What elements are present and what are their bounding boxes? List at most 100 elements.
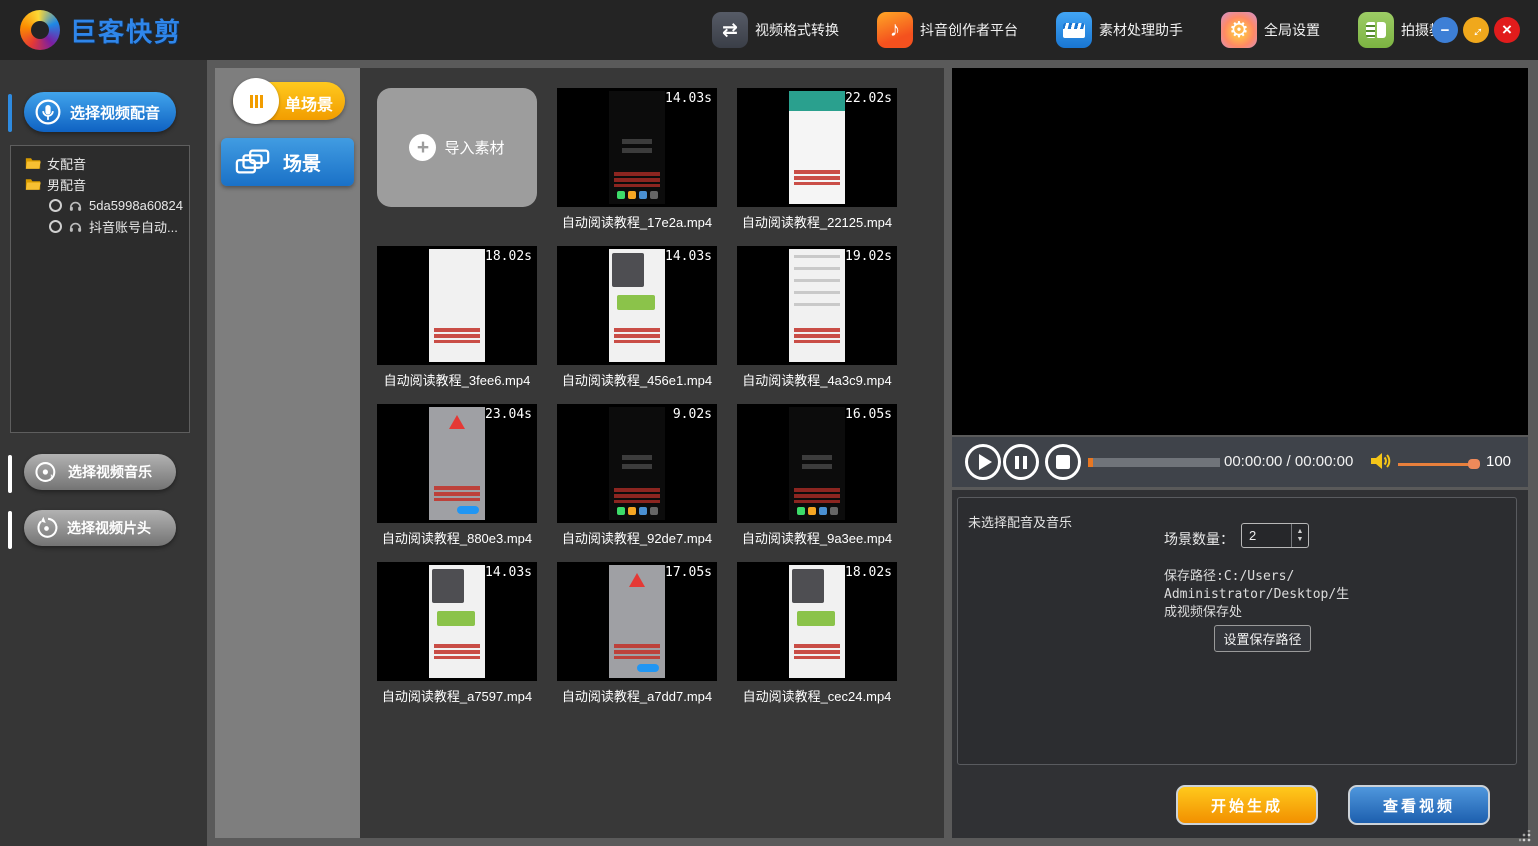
select-voice-button[interactable]: 选择视频配音 <box>24 92 176 132</box>
video-thumbnail <box>609 565 665 678</box>
folder-icon <box>25 158 41 169</box>
video-thumbnail <box>429 249 485 362</box>
settings-box: 未选择配音及音乐 场景数量： 2 ▲ ▼ 保存路径:C:/Users/ Admin… <box>957 497 1517 765</box>
folder-icon <box>25 179 41 190</box>
plus-icon: + <box>409 134 437 161</box>
maximize-button[interactable]: ↔ <box>1463 17 1489 43</box>
stop-icon <box>1056 455 1070 469</box>
seek-bar[interactable] <box>1088 458 1220 467</box>
import-material-button[interactable]: + 导入素材 <box>377 88 537 207</box>
video-thumbnail <box>789 249 845 362</box>
video-thumbnail <box>789 565 845 678</box>
nav-item-material-helper[interactable]: 素材处理助手 <box>1056 12 1183 48</box>
video-thumbnail <box>429 565 485 678</box>
tree-voice-item[interactable]: 5da5998a60824 <box>11 195 189 216</box>
video-filename: 自动阅读教程_9a3ee.mp4 <box>741 531 893 546</box>
topbar-nav: ⇄ 视频格式转换 ♪ 抖音创作者平台 素材处理助手 ⚙ 全局设置 拍摄教程 <box>712 0 1457 60</box>
spinner-arrows-icon[interactable]: ▲ ▼ <box>1291 524 1308 547</box>
video-filename: 自动阅读教程_22125.mp4 <box>741 215 893 230</box>
pause-icon <box>1015 455 1027 469</box>
app-logo: 巨客快剪 <box>20 10 182 50</box>
stop-button[interactable] <box>1045 444 1081 480</box>
clapperboard-icon <box>1056 12 1092 48</box>
scene-count-label: 场景数量： <box>1164 531 1234 547</box>
minimize-button[interactable]: − <box>1432 17 1458 43</box>
set-save-path-button[interactable]: 设置保存路径 <box>1214 625 1311 652</box>
media-item[interactable]: 22.02s 自动阅读教程_22125.mp4 <box>737 88 897 230</box>
save-path-text: 保存路径:C:/Users/ Administrator/Desktop/生 成… <box>1164 569 1350 620</box>
duration-badge: 23.04s <box>485 407 532 422</box>
view-video-button[interactable]: 查看视频 <box>1348 785 1490 825</box>
tree-folder-male[interactable]: 男配音 <box>11 174 189 195</box>
logo-text: 巨客快剪 <box>70 16 183 47</box>
media-item[interactable]: 14.03s 自动阅读教程_456e1.mp4 <box>557 246 717 388</box>
microphone-icon <box>35 99 61 125</box>
tree-folder-female[interactable]: 女配音 <box>11 153 189 174</box>
duration-badge: 18.02s <box>485 249 532 264</box>
tree-voice-item[interactable]: 抖音账号自动... <box>11 216 189 237</box>
headphones-icon <box>69 201 82 211</box>
scene-column: 单场景 场景 <box>215 68 360 838</box>
media-item[interactable]: 16.05s 自动阅读教程_9a3ee.mp4 <box>737 404 897 546</box>
video-thumbnail <box>789 91 845 204</box>
video-filename: 自动阅读教程_880e3.mp4 <box>381 531 533 546</box>
duration-badge: 22.02s <box>845 91 892 106</box>
close-button[interactable]: × <box>1494 17 1520 43</box>
duration-badge: 17.05s <box>665 565 712 580</box>
replay-icon <box>37 516 58 538</box>
svg-text:♪: ♪ <box>48 470 54 484</box>
video-thumbnail <box>609 91 665 204</box>
play-button[interactable] <box>965 444 1001 480</box>
single-scene-button[interactable]: 单场景 <box>233 78 345 124</box>
media-item[interactable]: 17.05s 自动阅读教程_a7dd7.mp4 <box>557 562 717 704</box>
nav-item-video-format-convert[interactable]: ⇄ 视频格式转换 <box>712 12 839 48</box>
gear-icon: ⚙ <box>1221 12 1257 48</box>
select-music-button[interactable]: ♪ 选择视频音乐 <box>24 454 176 490</box>
layers-icon <box>235 149 270 174</box>
media-item[interactable]: 19.02s 自动阅读教程_4a3c9.mp4 <box>737 246 897 388</box>
pause-button[interactable] <box>1003 444 1039 480</box>
duration-badge: 16.05s <box>845 407 892 422</box>
scene-count-value: 2 <box>1249 528 1257 543</box>
video-filename: 自动阅读教程_456e1.mp4 <box>561 373 713 388</box>
duration-badge: 14.03s <box>665 91 712 106</box>
radio-button[interactable] <box>49 220 62 233</box>
video-thumbnail <box>789 407 845 520</box>
voice-tree: 女配音 男配音 5da5998a60824 <box>10 145 190 433</box>
nav-item-douyin-creator[interactable]: ♪ 抖音创作者平台 <box>877 12 1018 48</box>
video-thumbnail <box>609 249 665 362</box>
book-icon <box>1358 12 1394 48</box>
duration-badge: 19.02s <box>845 249 892 264</box>
scene-count-spinner[interactable]: 2 ▲ ▼ <box>1241 523 1309 548</box>
video-filename: 自动阅读教程_cec24.mp4 <box>742 689 892 704</box>
video-filename: 自动阅读教程_3fee6.mp4 <box>383 373 531 388</box>
media-item[interactable]: 14.03s 自动阅读教程_17e2a.mp4 <box>557 88 717 230</box>
media-item[interactable]: 9.02s 自动阅读教程_92de7.mp4 <box>557 404 717 546</box>
radio-button[interactable] <box>49 199 62 212</box>
volume-handle[interactable] <box>1468 459 1480 469</box>
playback-controls: 00:00:00 / 00:00:00 100 <box>952 437 1528 487</box>
generation-panel: 未选择配音及音乐 场景数量： 2 ▲ ▼ 保存路径:C:/Users/ Admin… <box>952 490 1528 838</box>
douyin-icon: ♪ <box>877 12 913 48</box>
media-item[interactable]: 18.02s 自动阅读教程_cec24.mp4 <box>737 562 897 704</box>
media-item[interactable]: 18.02s 自动阅读教程_3fee6.mp4 <box>377 246 537 388</box>
volume-slider[interactable] <box>1398 459 1480 469</box>
single-scene-icon <box>233 78 279 124</box>
media-item[interactable]: 14.03s 自动阅读教程_a7597.mp4 <box>377 562 537 704</box>
nav-item-global-settings[interactable]: ⚙ 全局设置 <box>1221 12 1320 48</box>
video-preview <box>952 68 1528 435</box>
media-item[interactable]: 23.04s 自动阅读教程_880e3.mp4 <box>377 404 537 546</box>
start-generate-button[interactable]: 开始生成 <box>1176 785 1318 825</box>
video-thumbnail <box>429 407 485 520</box>
headphones-icon <box>69 222 82 232</box>
music-cd-icon: ♪ <box>35 462 56 484</box>
select-intro-button[interactable]: 选择视频片头 <box>24 510 176 546</box>
video-filename: 自动阅读教程_92de7.mp4 <box>561 531 713 546</box>
video-filename: 自动阅读教程_17e2a.mp4 <box>561 215 713 230</box>
duration-badge: 14.03s <box>485 565 532 580</box>
play-icon <box>978 454 992 470</box>
speaker-icon[interactable] <box>1368 448 1394 479</box>
resize-grip[interactable] <box>1519 830 1531 842</box>
scene-button[interactable]: 场景 <box>221 138 354 186</box>
